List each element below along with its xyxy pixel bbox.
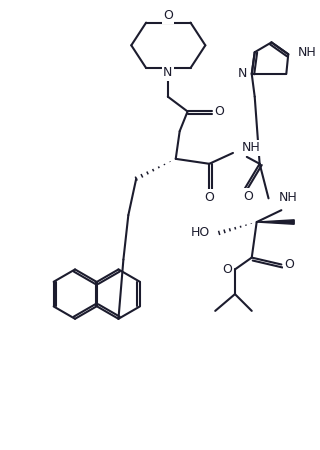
Text: O: O (243, 190, 253, 203)
Text: O: O (214, 105, 224, 118)
Text: N: N (237, 68, 247, 81)
Text: NH: NH (298, 46, 317, 59)
Text: NH: NH (278, 191, 297, 204)
Text: NH: NH (242, 141, 260, 154)
Text: O: O (204, 191, 214, 204)
Polygon shape (257, 220, 294, 224)
Text: O: O (222, 263, 232, 276)
Text: HO: HO (191, 226, 210, 239)
Text: O: O (163, 9, 173, 22)
Text: O: O (284, 258, 294, 271)
Text: N: N (163, 67, 172, 80)
